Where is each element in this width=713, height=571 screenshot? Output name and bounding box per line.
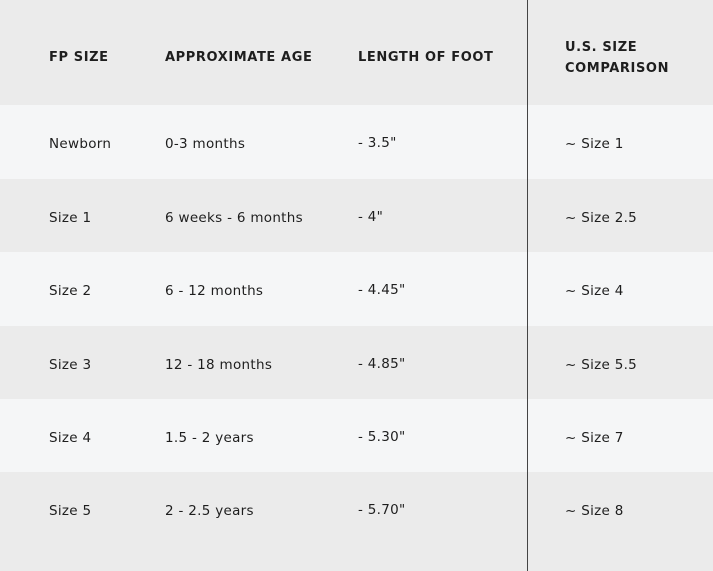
cell-length-of-foot: - 4.85" bbox=[358, 356, 406, 372]
cell-us-size: ~ Size 2.5 bbox=[565, 210, 638, 226]
table-row: Newborn 0-3 months - 3.5" ~ Size 1 bbox=[0, 105, 713, 179]
cell-approximate-age: 2 - 2.5 years bbox=[165, 503, 254, 519]
cell-us-size: ~ Size 5.5 bbox=[565, 357, 638, 373]
cell-us-size: ~ Size 7 bbox=[565, 430, 624, 446]
cell-approximate-age: 6 - 12 months bbox=[165, 283, 264, 299]
cell-fp-size: Size 1 bbox=[49, 210, 92, 226]
cell-fp-size: Size 4 bbox=[49, 430, 92, 446]
cell-length-of-foot: - 3.5" bbox=[358, 135, 397, 151]
table-row: Size 1 6 weeks - 6 months - 4" ~ Size 2.5 bbox=[0, 179, 713, 252]
table-header: FP SIZE APPROXIMATE AGE LENGTH OF FOOT U… bbox=[0, 0, 713, 105]
cell-fp-size: Newborn bbox=[49, 136, 112, 152]
cell-approximate-age: 1.5 - 2 years bbox=[165, 430, 254, 446]
cell-fp-size: Size 3 bbox=[49, 357, 92, 373]
table-row: Size 3 12 - 18 months - 4.85" ~ Size 5.5 bbox=[0, 326, 713, 399]
header-length-of-foot: LENGTH OF FOOT bbox=[358, 50, 494, 65]
header-us-size-line2: COMPARISON bbox=[565, 61, 670, 76]
cell-us-size: ~ Size 1 bbox=[565, 136, 624, 152]
cell-approximate-age: 12 - 18 months bbox=[165, 357, 273, 373]
table-row: Size 4 1.5 - 2 years - 5.30" ~ Size 7 bbox=[0, 399, 713, 472]
cell-us-size: ~ Size 4 bbox=[565, 283, 624, 299]
header-us-size-line1: U.S. SIZE bbox=[565, 40, 638, 55]
header-approximate-age: APPROXIMATE AGE bbox=[165, 50, 313, 65]
cell-approximate-age: 0-3 months bbox=[165, 136, 246, 152]
cell-approximate-age: 6 weeks - 6 months bbox=[165, 210, 303, 226]
header-fp-size: FP SIZE bbox=[49, 50, 109, 65]
cell-length-of-foot: - 5.30" bbox=[358, 429, 406, 445]
cell-us-size: ~ Size 8 bbox=[565, 503, 624, 519]
cell-fp-size: Size 2 bbox=[49, 283, 92, 299]
cell-fp-size: Size 5 bbox=[49, 503, 92, 519]
cell-length-of-foot: - 4" bbox=[358, 209, 384, 225]
cell-length-of-foot: - 5.70" bbox=[358, 502, 406, 518]
column-divider bbox=[527, 0, 528, 571]
table-row: Size 2 6 - 12 months - 4.45" ~ Size 4 bbox=[0, 252, 713, 326]
table-row: Size 5 2 - 2.5 years - 5.70" ~ Size 8 bbox=[0, 472, 713, 571]
cell-length-of-foot: - 4.45" bbox=[358, 282, 406, 298]
